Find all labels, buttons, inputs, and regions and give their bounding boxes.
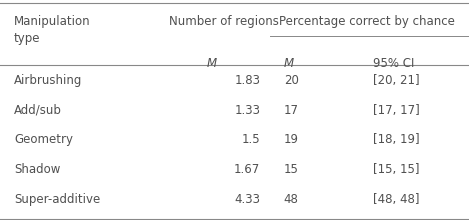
Text: Shadow: Shadow <box>14 163 61 176</box>
Text: Add/sub: Add/sub <box>14 103 62 117</box>
Text: [20, 21]: [20, 21] <box>373 74 419 87</box>
Text: 19: 19 <box>284 133 299 146</box>
Text: 1.5: 1.5 <box>242 133 260 146</box>
Text: 17: 17 <box>284 103 299 117</box>
Text: 1.33: 1.33 <box>234 103 260 117</box>
Text: [15, 15]: [15, 15] <box>373 163 419 176</box>
Text: [18, 19]: [18, 19] <box>373 133 419 146</box>
Text: 1.83: 1.83 <box>234 74 260 87</box>
Text: M: M <box>284 57 294 70</box>
Text: 48: 48 <box>284 192 299 206</box>
Text: 4.33: 4.33 <box>234 192 260 206</box>
Text: Number of regions: Number of regions <box>169 15 279 28</box>
Text: Geometry: Geometry <box>14 133 73 146</box>
Text: 15: 15 <box>284 163 299 176</box>
Text: [17, 17]: [17, 17] <box>373 103 420 117</box>
Text: 20: 20 <box>284 74 299 87</box>
Text: Super-additive: Super-additive <box>14 192 100 206</box>
Text: [48, 48]: [48, 48] <box>373 192 419 206</box>
Text: 95% CI: 95% CI <box>373 57 414 70</box>
Text: Manipulation
type: Manipulation type <box>14 15 91 45</box>
Text: 1.67: 1.67 <box>234 163 260 176</box>
Text: Percentage correct by chance: Percentage correct by chance <box>279 15 455 28</box>
Text: M: M <box>206 57 217 70</box>
Text: Airbrushing: Airbrushing <box>14 74 83 87</box>
